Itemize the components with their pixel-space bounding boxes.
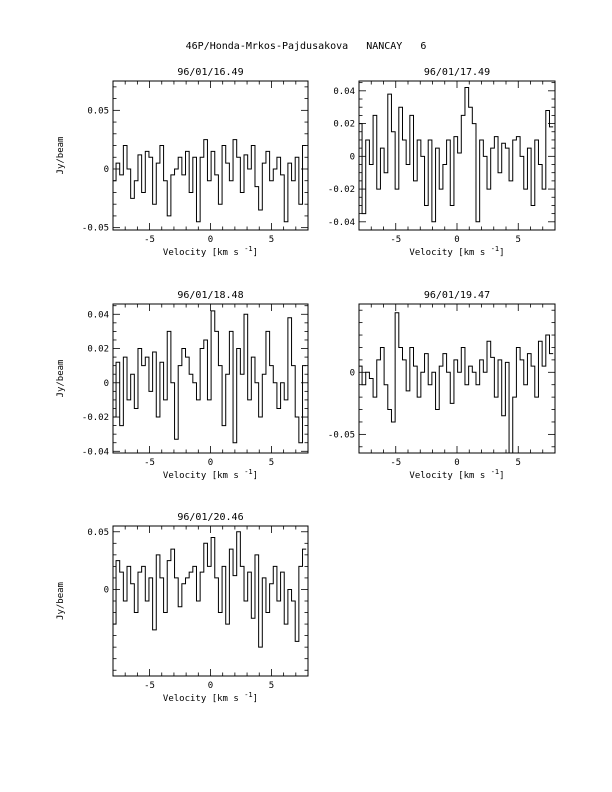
x-axis-label: Velocity [km s -1] bbox=[163, 245, 258, 258]
y-tick-label: -0.02 bbox=[82, 413, 109, 423]
spectrum-line bbox=[113, 531, 307, 648]
y-tick-label: -0.04 bbox=[328, 218, 355, 228]
x-tick-label: -5 bbox=[390, 458, 401, 468]
y-axis-label: Jy/beam bbox=[56, 137, 66, 175]
x-tick-label: 5 bbox=[269, 235, 274, 245]
spectrum-panel-5: 96/01/20.46 -5 0 5 0 0.05 Velocity [km s -1] Jy… bbox=[56, 512, 309, 704]
plot-frame bbox=[358, 303, 556, 454]
y-tick-label: 0.04 bbox=[87, 310, 109, 320]
x-tick-label: 0 bbox=[454, 235, 459, 245]
x-tick-label: -5 bbox=[144, 681, 155, 691]
panel-title: 96/01/17.49 bbox=[424, 67, 490, 78]
y-tick-label: 0 bbox=[104, 165, 109, 175]
y-axis-label: Jy/beam bbox=[56, 360, 66, 398]
y-tick-label: -0.05 bbox=[328, 430, 355, 440]
y-tick-label: 0.02 bbox=[87, 345, 109, 355]
page-number: 6 bbox=[420, 41, 426, 52]
x-tick-label: 5 bbox=[516, 458, 521, 468]
y-tick-label: 0.02 bbox=[333, 120, 355, 130]
y-tick-label: 0.05 bbox=[87, 106, 109, 116]
y-tick-label: 0 bbox=[350, 368, 355, 378]
x-tick-label: -5 bbox=[390, 235, 401, 245]
spectrum-panel-3: 96/01/18.48 -5 0 5 -0.04 -0.02 0 0.02 0.04 Veloci… bbox=[56, 290, 309, 481]
plot-frame bbox=[112, 80, 309, 231]
y-tick-label: 0.04 bbox=[333, 87, 355, 97]
x-tick-label: -5 bbox=[144, 235, 155, 245]
y-tick-label: 0.05 bbox=[87, 528, 109, 538]
x-tick-label: 0 bbox=[208, 458, 213, 468]
panel-title: 96/01/19.47 bbox=[424, 290, 490, 301]
spectrum-panel-1: 96/01/16.49 -5 0 5 -0.05 0 0.05 Velocity [km s … bbox=[56, 67, 309, 258]
x-tick-label: 0 bbox=[208, 681, 213, 691]
y-tick-label: 0 bbox=[350, 152, 355, 162]
x-tick-label: 0 bbox=[208, 235, 213, 245]
comet-name: 46P/Honda-Mrkos-Pajdusakova bbox=[186, 41, 349, 52]
observatory-name: NANCAY bbox=[366, 41, 402, 52]
x-axis-label: Velocity [km s -1] bbox=[409, 245, 504, 258]
panel-title: 96/01/20.46 bbox=[177, 512, 243, 523]
panel-title: 96/01/16.49 bbox=[177, 67, 243, 78]
x-tick-label: 0 bbox=[454, 458, 459, 468]
y-tick-label: 0 bbox=[104, 585, 109, 595]
spectrum-panel-2: 96/01/17.49 -5 0 5 -0.04 -0.02 0 0.02 0.04 Veloci… bbox=[328, 67, 556, 258]
x-tick-label: 5 bbox=[516, 235, 521, 245]
spectrum-line bbox=[359, 312, 554, 453]
plot-frame bbox=[358, 80, 556, 231]
x-axis-label: Velocity [km s -1] bbox=[409, 468, 504, 481]
spectrum-line bbox=[113, 139, 307, 223]
y-tick-label: 0 bbox=[104, 379, 109, 389]
x-axis-label: Velocity [km s -1] bbox=[163, 468, 258, 481]
y-tick-label: -0.05 bbox=[82, 224, 109, 234]
y-axis-label: Jy/beam bbox=[56, 582, 66, 620]
x-tick-label: -5 bbox=[144, 458, 155, 468]
panel-title: 96/01/18.48 bbox=[177, 290, 243, 301]
spectra-panels: 96/01/16.49 -5 0 5 -0.05 0 0.05 Velocity [km s … bbox=[56, 67, 556, 704]
x-axis-label: Velocity [km s -1] bbox=[163, 691, 258, 704]
x-tick-label: 5 bbox=[269, 681, 274, 691]
x-tick-label: 5 bbox=[269, 458, 274, 468]
y-tick-label: -0.02 bbox=[328, 185, 355, 195]
spectrum-line bbox=[113, 310, 307, 444]
spectrum-line bbox=[359, 87, 554, 223]
page-header: 46P/Honda-Mrkos-Pajdusakova NANCAY 6 bbox=[186, 41, 427, 52]
plot-frame bbox=[112, 303, 309, 454]
y-tick-label: -0.04 bbox=[82, 447, 109, 457]
